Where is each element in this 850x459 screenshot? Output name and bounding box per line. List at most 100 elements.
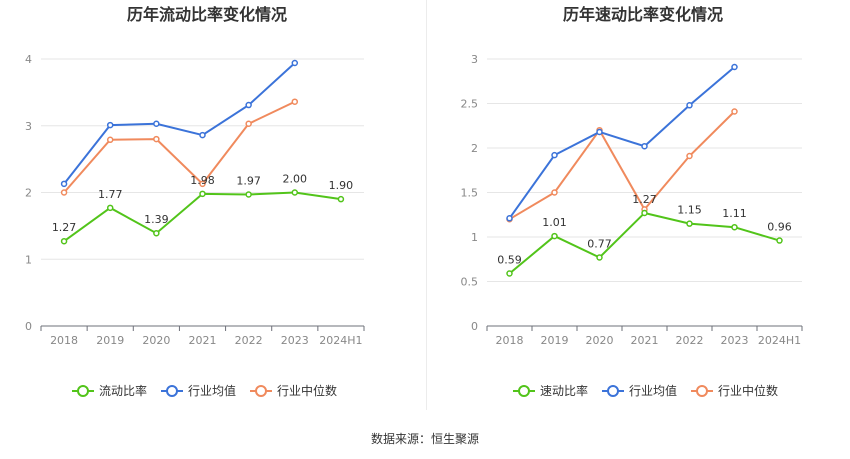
y-tick-label: 3: [471, 53, 478, 66]
y-tick-label: 2.5: [461, 98, 479, 111]
data-point: [686, 102, 693, 109]
data-point: [199, 131, 206, 139]
legend-marker: [696, 385, 708, 397]
data-point: [596, 128, 603, 136]
series-line-2: [508, 66, 736, 219]
data-point: [245, 101, 252, 109]
data-point: [291, 98, 299, 105]
series-line-3: [508, 110, 736, 221]
y-tick-label: 4: [25, 53, 32, 66]
data-point: [551, 232, 558, 240]
chart-title: 历年流动比率变化情况: [127, 5, 287, 24]
y-tick-label: 0: [25, 320, 32, 333]
data-label: 1.98: [190, 174, 215, 187]
data-point: [106, 136, 114, 144]
data-label: 1.01: [542, 216, 567, 229]
legend-item-2: 行业均值: [602, 383, 677, 398]
x-tick-label: 2019: [541, 334, 569, 347]
data-point: [731, 108, 738, 115]
x-tick-label: 2023: [281, 334, 309, 347]
data-point: [106, 121, 114, 129]
data-label: 0.59: [497, 253, 522, 266]
y-tick-label: 1: [471, 231, 478, 244]
data-point: [506, 270, 513, 277]
data-point: [506, 215, 513, 222]
legend-item-3: 行业中位数: [691, 383, 778, 398]
data-point: [776, 237, 783, 244]
chart-title: 历年速动比率变化情况: [563, 5, 723, 24]
legend-item-3: 行业中位数: [250, 383, 337, 398]
data-point: [641, 142, 648, 150]
data-point: [596, 254, 603, 261]
series-line-3: [63, 100, 296, 194]
chart-panel-2: 历年速动比率变化情况 0 0.5 1 1.5 2 2.5 3 2018 2019 2020 2021 2…: [461, 5, 803, 398]
x-tick-label: 2021: [189, 334, 217, 347]
x-tick-label: 2019: [96, 334, 124, 347]
legend-marker: [77, 385, 89, 397]
y-tick-label: 2: [25, 187, 32, 200]
data-point: [551, 189, 558, 196]
data-label: 1.90: [329, 179, 354, 192]
legend-marker: [255, 385, 267, 397]
panel-divider: [426, 0, 427, 410]
x-tick-label: 2018: [50, 334, 78, 347]
data-label: 1.15: [677, 204, 702, 217]
x-tick-label: 2020: [586, 334, 614, 347]
data-label: 2.00: [283, 173, 308, 186]
data-point: [106, 204, 114, 212]
data-label: 1.77: [98, 188, 123, 201]
data-point: [199, 180, 206, 188]
data-point: [731, 63, 738, 71]
x-tick-label: 2018: [496, 334, 524, 347]
data-point: [153, 229, 160, 237]
y-tick-label: 0.5: [461, 276, 479, 289]
data-point: [60, 180, 68, 188]
y-tick-label: 3: [25, 120, 32, 133]
legend-label: 行业中位数: [277, 383, 337, 398]
data-point: [199, 190, 206, 198]
data-point: [153, 135, 160, 143]
data-point: [60, 189, 68, 196]
data-point: [291, 189, 299, 196]
legend-label: 流动比率: [99, 383, 147, 398]
data-point: [686, 152, 693, 160]
legend-label: 行业均值: [188, 383, 236, 398]
x-tick-label: 2020: [142, 334, 170, 347]
data-label: 1.27: [632, 193, 657, 206]
x-tick-label: 2023: [721, 334, 749, 347]
source-note: 数据来源：恒生聚源: [370, 432, 479, 446]
chart-panel-1: 历年流动比率变化情况 0 1 2 3 4 2018 2019 2020 2021 2022 2023 2…: [25, 5, 365, 398]
series-line-2: [63, 62, 296, 185]
data-label: 1.39: [144, 213, 169, 226]
legend-item-2: 行业均值: [161, 383, 236, 398]
x-tick-label: 2024H1: [319, 334, 362, 347]
x-tick-label: 2024H1: [758, 334, 801, 347]
y-tick-label: 0: [471, 320, 478, 333]
data-label: 1.11: [722, 207, 747, 220]
legend-item-1: 流动比率: [72, 383, 147, 398]
x-tick-label: 2021: [631, 334, 659, 347]
legend-label: 速动比率: [540, 383, 588, 398]
legend-item-1: 速动比率: [513, 383, 588, 398]
legend-marker: [166, 385, 178, 397]
data-label: 1.97: [236, 175, 261, 188]
y-tick-label: 1: [25, 253, 32, 266]
legend-label: 行业中位数: [718, 383, 778, 398]
x-tick-label: 2022: [676, 334, 704, 347]
y-tick-label: 2: [471, 142, 478, 155]
data-point: [731, 223, 738, 231]
x-tick-label: 2022: [235, 334, 263, 347]
data-label: 0.96: [767, 221, 792, 234]
data-point: [245, 120, 252, 127]
data-point: [641, 209, 648, 217]
legend-marker: [607, 385, 619, 397]
data-point: [60, 237, 68, 245]
data-point: [153, 120, 160, 127]
data-label: 0.77: [587, 237, 612, 250]
data-label: 1.27: [52, 221, 77, 234]
data-point: [245, 191, 252, 198]
data-point: [337, 195, 345, 203]
legend-marker: [518, 385, 530, 397]
legend-label: 行业均值: [629, 383, 677, 398]
